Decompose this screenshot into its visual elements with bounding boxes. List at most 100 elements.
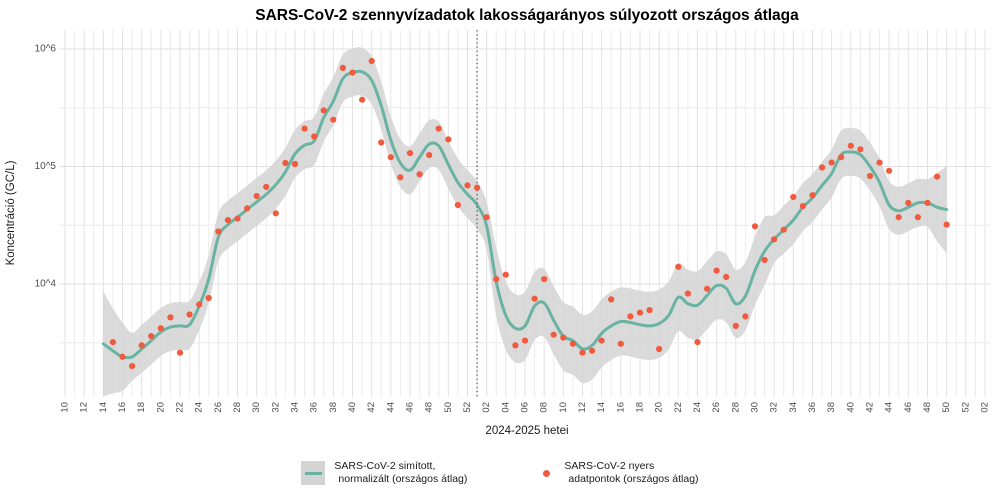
raw-point [550, 331, 557, 338]
raw-point [924, 199, 931, 206]
raw-point [809, 192, 816, 199]
raw-point [675, 263, 682, 270]
raw-point [138, 342, 145, 349]
raw-point [445, 136, 452, 143]
raw-point [636, 309, 644, 316]
x-tick-label: 04 [500, 402, 511, 413]
raw-point [167, 314, 174, 321]
raw-point [761, 256, 768, 264]
x-tick-label: 26 [711, 402, 722, 413]
raw-point [598, 337, 605, 344]
x-tick-label: 36 [309, 402, 320, 413]
x-tick-label: 50 [443, 402, 454, 413]
legend-item-raw: SARS-CoV-2 nyers adatpontok (országos át… [537, 460, 699, 487]
y-tick-label: 10^6 [35, 44, 57, 55]
y-axis-tick-labels: 10^4 10^5 10^6 [35, 44, 57, 290]
raw-point [129, 363, 136, 370]
x-tick-label: 24 [194, 402, 205, 413]
raw-point [828, 159, 835, 166]
x-tick-label: 42 [366, 402, 377, 413]
x-axis-title: 2024-2025 hetei [485, 425, 568, 437]
raw-point [109, 339, 116, 346]
raw-point [771, 236, 778, 243]
smoothed-line-path [101, 69, 949, 360]
raw-point [866, 172, 874, 180]
raw-point [723, 273, 730, 280]
raw-point [291, 160, 299, 168]
raw-point [521, 337, 529, 344]
x-tick-label: 20 [155, 402, 166, 413]
x-tick-label: 46 [404, 402, 415, 413]
raw-point [799, 203, 807, 210]
raw-point [589, 347, 596, 354]
x-tick-label: 12 [577, 402, 588, 413]
smoothed-line-sample [304, 471, 322, 475]
raw-point [541, 276, 548, 283]
raw-point [474, 184, 481, 191]
raw-point [876, 159, 883, 166]
raw-point [349, 69, 356, 76]
x-tick-label: 28 [730, 402, 741, 413]
chart-title: SARS-CoV-2 szennyvízadatok lakosságarány… [255, 7, 799, 24]
raw-point [215, 228, 222, 235]
raw-point [704, 285, 711, 292]
raw-point [205, 294, 212, 302]
raw-point [713, 267, 720, 274]
raw-point-sample [542, 469, 550, 477]
raw-point [732, 322, 739, 329]
x-tick-label: 08 [539, 402, 550, 413]
x-tick-label: 18 [136, 402, 147, 413]
raw-legend-key [537, 461, 555, 485]
x-tick-label: 02 [979, 402, 990, 413]
raw-point [272, 210, 279, 217]
smoothed-line [101, 69, 949, 360]
y-tick-label: 10^4 [35, 279, 57, 290]
x-tick-label: 36 [807, 402, 818, 413]
x-tick-label: 38 [826, 402, 837, 413]
raw-point [627, 313, 634, 320]
x-tick-label: 12 [79, 402, 90, 413]
x-tick-label: 06 [519, 402, 530, 413]
gridlines [59, 30, 991, 397]
raw-point [119, 353, 126, 360]
x-tick-label: 26 [213, 402, 224, 413]
x-tick-label: 42 [864, 402, 875, 413]
raw-point [751, 223, 759, 230]
raw-point [157, 325, 164, 332]
raw-point [234, 215, 241, 222]
raw-point [857, 146, 864, 153]
x-tick-label: 48 [424, 402, 435, 413]
raw-point [416, 171, 423, 178]
legend: SARS-CoV-2 simított, normalizált (ország… [0, 451, 1000, 495]
raw-point [368, 57, 375, 65]
x-tick-label: 32 [270, 402, 281, 413]
raw-point [406, 150, 414, 157]
raw-point [847, 142, 854, 149]
raw-point [378, 139, 385, 146]
raw-point [224, 217, 231, 224]
raw-point [397, 174, 404, 181]
x-tick-label: 02 [481, 402, 492, 413]
raw-point [282, 159, 289, 167]
raw-point [186, 311, 193, 318]
y-axis-title: Koncentráció (GC/L) [5, 160, 17, 265]
raw-point [454, 201, 461, 209]
x-tick-label: 52 [462, 402, 473, 413]
raw-point [895, 214, 902, 221]
raw-point [512, 342, 519, 349]
x-tick-label: 48 [922, 402, 933, 413]
raw-point [838, 154, 845, 161]
x-tick-label: 44 [385, 402, 396, 413]
x-tick-label: 10 [60, 402, 71, 413]
raw-point [493, 276, 500, 283]
raw-point [253, 193, 260, 200]
raw-point [943, 221, 950, 228]
x-tick-label: 28 [232, 402, 243, 413]
raw-point [742, 313, 749, 320]
x-tick-label: 22 [174, 402, 185, 413]
x-tick-label: 50 [941, 402, 952, 413]
raw-point [339, 64, 346, 71]
x-tick-label: 38 [328, 402, 339, 413]
x-tick-label: 40 [347, 402, 358, 413]
